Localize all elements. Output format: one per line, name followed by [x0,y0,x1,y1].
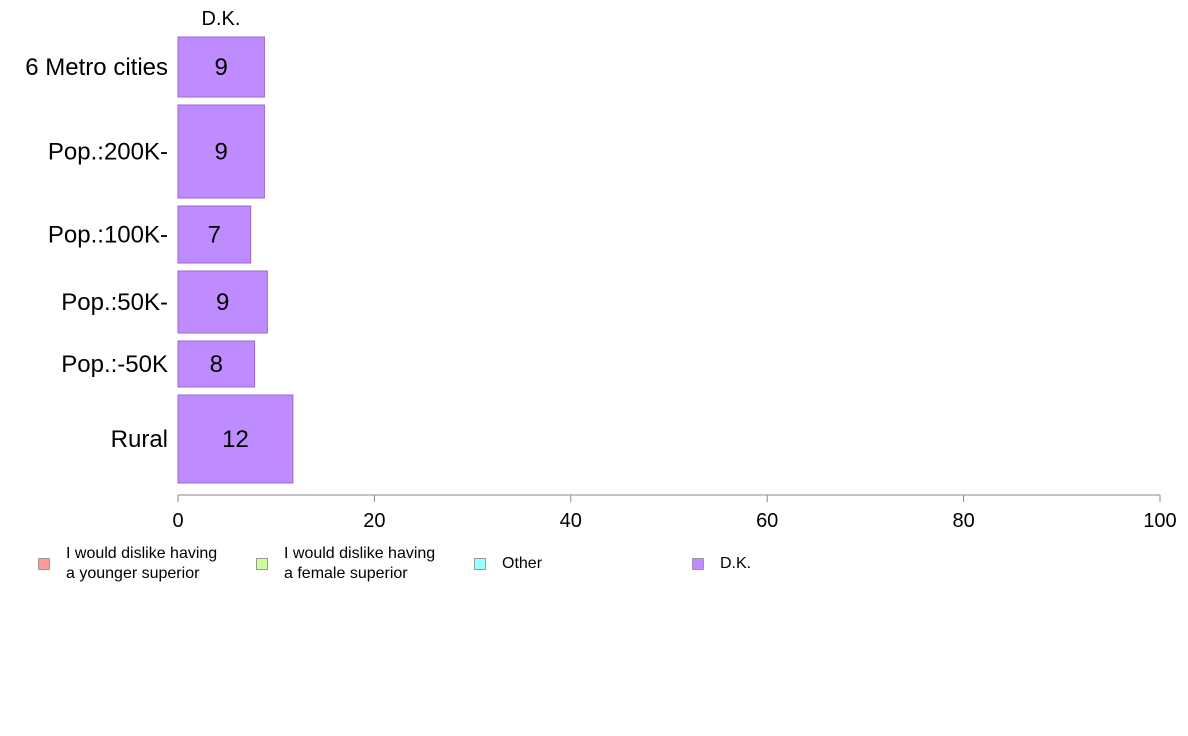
bars-layer: 9 9 7 9 8 12 [177,36,294,484]
category-label: Pop.:100K- [48,222,168,249]
x-tick-label: 60 [756,510,778,532]
bar-3-5 [177,394,294,484]
series-header-label: D.K. [202,8,241,30]
legend-label: Other [502,555,543,572]
category-label: 6 Metro cities [25,54,168,81]
bar-chart: 9 9 7 9 8 12 0 20 40 60 80 100 6 Metro cities Pop.:… [25,8,1177,532]
legend-swatch [38,558,50,570]
bar-data-label: 12 [222,426,249,453]
category-label: Pop.:200K- [48,139,168,166]
legend-item: D.K. [692,544,751,574]
bar-3-0 [177,36,265,98]
bar-3-4 [177,340,256,388]
bar-data-label: 9 [215,139,228,166]
legend: I would dislike having a younger superio… [0,544,1188,594]
legend-swatch [692,558,704,570]
x-tick-label: 80 [952,510,974,532]
bar-3-1 [177,104,265,199]
legend-label: I would dislike having a younger superio… [66,545,218,582]
bar-3-3 [177,270,268,334]
category-label: Pop.:-50K [61,351,168,378]
legend-item: I would dislike having a female superior [256,544,435,584]
legend-item: I would dislike having a younger superio… [38,544,217,584]
x-tick-label: 40 [560,510,582,532]
legend-swatch [474,558,486,570]
legend-label: D.K. [720,555,752,572]
x-tick-label: 100 [1143,510,1176,532]
legend-label: I would dislike having a female superior [284,545,436,582]
bar-data-label: 9 [216,289,229,316]
bar-3-2 [177,205,252,264]
category-label: Rural [111,426,168,453]
x-tick-label: 20 [363,510,385,532]
legend-swatch [256,558,268,570]
category-labels: 6 Metro cities Pop.:200K- Pop.:100K- Pop.:5… [25,54,168,453]
x-axis: 0 20 40 60 80 100 [172,494,1177,532]
bar-data-label: 7 [208,222,221,249]
legend-item: Other [474,544,542,574]
x-tick-label: 0 [172,510,183,532]
bar-data-label: 8 [210,351,223,378]
bar-data-label: 9 [215,54,228,81]
category-label: Pop.:50K- [61,289,168,316]
